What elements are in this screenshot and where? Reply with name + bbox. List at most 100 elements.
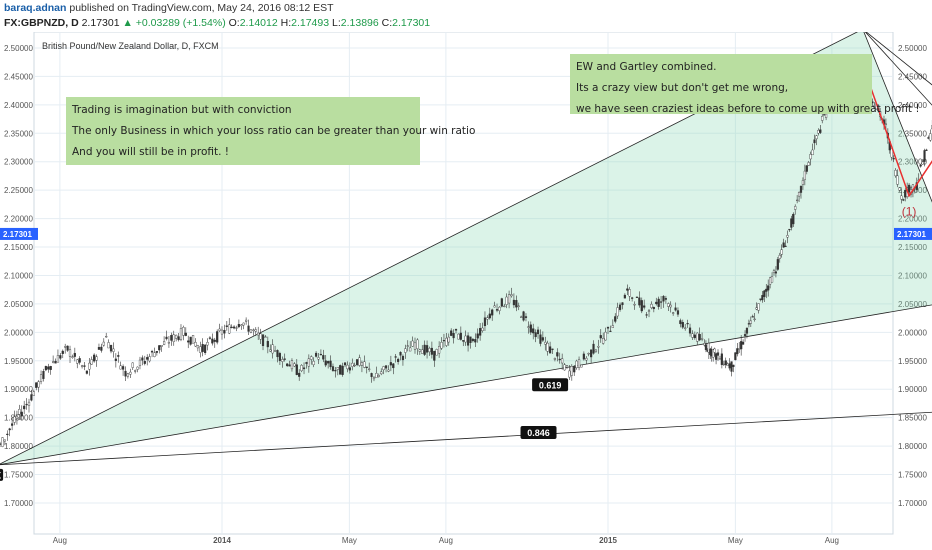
y-tick-label-r-1: 2.50000 xyxy=(898,44,927,53)
candle-body xyxy=(556,352,559,357)
candle-body xyxy=(459,332,462,340)
candle-body xyxy=(428,348,431,353)
red-elliott-wave xyxy=(862,64,932,198)
candle-body xyxy=(638,297,641,306)
candle-body xyxy=(211,338,214,344)
candle-body xyxy=(1,437,4,447)
candle-body xyxy=(732,364,735,367)
candle-body xyxy=(462,340,465,342)
candle-body xyxy=(32,391,35,396)
candle-body xyxy=(544,341,547,345)
candle-body xyxy=(631,297,634,299)
y-tick-label-l-16: 1.75000 xyxy=(4,471,33,480)
candle-body xyxy=(230,326,233,329)
x-tick-label-5: 2015 xyxy=(599,536,617,545)
candle-body xyxy=(425,345,429,353)
note-left-line-1: Trading is imagination but with convicti… xyxy=(72,104,292,116)
candle-body xyxy=(298,372,301,377)
y-tick-label-r-7: 2.20000 xyxy=(898,215,927,224)
candle-body xyxy=(194,342,197,347)
candle-body xyxy=(929,133,932,141)
candle-body xyxy=(471,338,474,342)
candle-body xyxy=(805,165,808,172)
candle-body xyxy=(290,360,294,370)
candle-body xyxy=(597,346,600,348)
candle-body xyxy=(107,342,110,349)
candle-body xyxy=(346,364,349,370)
candle-body xyxy=(175,334,178,339)
candle-body xyxy=(312,360,315,365)
y-tick-label-r-15: 1.80000 xyxy=(898,442,927,451)
candle-body xyxy=(384,365,388,369)
candle-body xyxy=(172,334,175,342)
candle-body xyxy=(372,377,376,380)
candle-body xyxy=(614,316,617,322)
candle-body xyxy=(774,271,778,274)
candle-body xyxy=(767,285,770,291)
candle-body xyxy=(568,370,571,378)
candle-body xyxy=(794,206,797,210)
ratio-label-1: 0.846 xyxy=(527,428,550,438)
candle-body xyxy=(401,355,405,361)
candle-body xyxy=(293,363,296,367)
candle-body xyxy=(162,341,166,345)
candle-body xyxy=(264,336,267,338)
symbol-label: FX:GBPNZD, D xyxy=(4,17,79,29)
red-wave-label-1: (1) xyxy=(902,205,917,219)
candle-body xyxy=(117,355,120,357)
candle-body xyxy=(223,330,226,334)
candle-body xyxy=(363,361,366,368)
candle-body xyxy=(510,294,513,297)
candle-body xyxy=(688,327,692,334)
price-chart[interactable]: 2.550002.550002.500002.500002.450002.450… xyxy=(0,32,932,550)
candle-body xyxy=(327,361,330,364)
candle-body xyxy=(124,370,127,377)
candle-body xyxy=(114,358,117,361)
candle-body xyxy=(488,313,491,319)
candle-body xyxy=(54,360,57,364)
candle-body xyxy=(505,296,508,305)
candle-body xyxy=(39,374,43,382)
candle-body xyxy=(288,364,291,367)
candle-body xyxy=(664,298,667,300)
candle-body xyxy=(529,324,532,333)
note-left: Trading is imagination but with convicti… xyxy=(66,97,475,165)
candle-body xyxy=(904,189,907,198)
candle-body xyxy=(329,360,332,368)
candle-body xyxy=(712,349,715,358)
candle-body xyxy=(602,338,605,344)
candle-body xyxy=(594,349,598,352)
candle-body xyxy=(902,199,905,201)
author-name[interactable]: baraq.adnan xyxy=(4,2,67,14)
candle-body xyxy=(56,355,60,363)
candle-body xyxy=(269,349,272,352)
candle-body xyxy=(517,305,520,307)
candle-body xyxy=(37,381,40,388)
candle-body xyxy=(136,366,139,370)
x-tick-label-6: May xyxy=(728,536,743,545)
candle-body xyxy=(898,187,901,191)
note-right: EW and Gartley combined. Its a crazy view… xyxy=(570,54,920,115)
candle-body xyxy=(786,235,789,238)
candle-body xyxy=(892,158,895,160)
candle-body xyxy=(257,332,260,336)
candle-body xyxy=(611,325,614,328)
candle-body xyxy=(633,304,636,306)
candle-body xyxy=(643,305,646,308)
candle-body xyxy=(409,347,412,352)
candle-body xyxy=(167,341,171,344)
candle-body xyxy=(575,360,578,369)
y-tick-label-r-17: 1.70000 xyxy=(898,499,927,508)
chart-title: British Pound/New Zealand Dollar, D, FXC… xyxy=(42,41,219,51)
candle-body xyxy=(693,334,696,339)
candle-body xyxy=(604,331,607,341)
x-tick-label-1: Aug xyxy=(53,536,67,545)
candle-body xyxy=(148,356,151,362)
candle-body xyxy=(577,359,581,368)
candle-body xyxy=(811,149,814,156)
candle-body xyxy=(245,319,248,322)
high-value: 2.17493 xyxy=(291,17,330,29)
y-tick-label-l-14: 1.85000 xyxy=(4,414,33,423)
y-tick-label-r-9: 2.10000 xyxy=(898,271,927,280)
